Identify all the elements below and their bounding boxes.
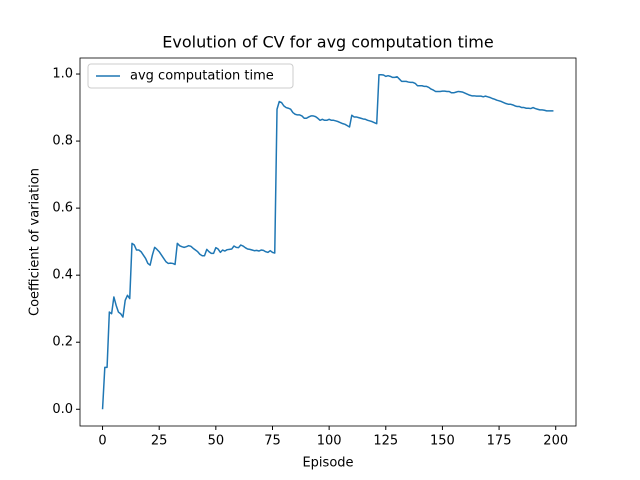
x-tick-label: 150 (430, 434, 455, 449)
x-axis-label: Episode (302, 456, 353, 471)
y-tick-label: 0.8 (52, 134, 73, 149)
y-tick-label: 0.2 (52, 335, 73, 350)
line-series (101, 73, 554, 410)
y-tick-label: 0.6 (52, 201, 73, 216)
x-tick-label: 100 (317, 434, 342, 449)
y-axis-label: Coefficient of variation (28, 168, 43, 316)
legend-label: avg computation time (130, 69, 274, 84)
x-tick-label: 75 (264, 434, 281, 449)
x-tick-label: 50 (208, 434, 225, 449)
y-tick-label: 0.0 (52, 402, 73, 417)
x-tick-label: 175 (487, 434, 512, 449)
y-tick-label: 0.4 (52, 268, 73, 283)
legend-box (87, 63, 294, 89)
chart-title: Evolution of CV for avg computation time (162, 33, 493, 52)
axes-frame (79, 57, 577, 427)
y-tick-label: 1.0 (52, 67, 73, 82)
x-tick-label: 200 (543, 434, 568, 449)
x-tick-label: 25 (151, 434, 168, 449)
x-tick-label: 0 (98, 434, 106, 449)
x-tick-label: 125 (373, 434, 398, 449)
